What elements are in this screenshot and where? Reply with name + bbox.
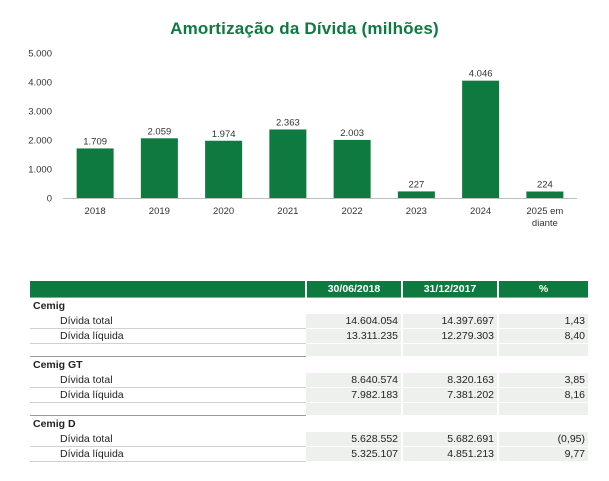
y-tick-label: 2.000 — [28, 136, 52, 147]
debt-table: 30/06/2018 31/12/2017 % Cemig Dívida tot… — [30, 281, 588, 462]
row-label: Dívida líquida — [30, 387, 306, 403]
percent-cell: 8,40 — [498, 328, 588, 344]
value-label: 2.363 — [276, 117, 300, 128]
percent-cell: 9,77 — [498, 446, 588, 462]
value-label: 1.974 — [212, 129, 236, 140]
value-cell: 12.279.303 — [402, 328, 499, 344]
percent-cell: (0,95) — [498, 431, 588, 447]
table-row: Dívida líquida 5.325.107 4.851.213 9,77 — [30, 446, 588, 462]
value-label: 4.046 — [469, 69, 493, 80]
value-cell: 8.640.574 — [306, 372, 403, 388]
x-tick-label: 2025 em — [526, 206, 563, 217]
header-percent: % — [498, 281, 588, 298]
row-label: Dívida total — [30, 313, 306, 329]
value-label: 1.709 — [83, 136, 107, 147]
value-cell: 13.311.235 — [306, 328, 403, 344]
percent-cell: 8,16 — [498, 387, 588, 403]
percent-cell: 1,43 — [498, 313, 588, 329]
y-tick-label: 0 — [47, 194, 52, 205]
table-header-row: 30/06/2018 31/12/2017 % — [30, 281, 588, 298]
table-row: Dívida total 5.628.552 5.682.691 (0,95) — [30, 431, 588, 447]
table-row: Dívida total 8.640.574 8.320.163 3,85 — [30, 372, 588, 388]
bar — [205, 140, 243, 198]
x-tick-label: 2018 — [85, 206, 106, 217]
section-row: Cemig D — [30, 415, 588, 432]
bar — [397, 191, 435, 198]
value-cell: 4.851.213 — [402, 446, 499, 462]
chart-title: Amortização da Dívida (milhões) — [170, 19, 439, 38]
percent-cell: 3,85 — [498, 372, 588, 388]
row-label: Dívida líquida — [30, 328, 306, 344]
x-tick-label: 2023 — [406, 206, 427, 217]
value-cell: 14.604.054 — [306, 313, 403, 329]
section-row: Cemig GT — [30, 356, 588, 373]
value-cell: 5.682.691 — [402, 431, 499, 447]
x-tick-label: 2019 — [149, 206, 170, 217]
value-label: 227 — [408, 179, 424, 190]
row-label: Dívida total — [30, 372, 306, 388]
section-row: Cemig — [30, 297, 588, 314]
bar — [333, 139, 371, 198]
x-tick-label: 2021 — [277, 206, 298, 217]
y-tick-label: 1.000 — [28, 165, 52, 176]
x-tick-label: 2024 — [470, 206, 491, 217]
section-name: Cemig D — [30, 415, 306, 432]
bar — [462, 80, 500, 198]
table-row: Dívida total 14.604.054 14.397.697 1,43 — [30, 313, 588, 329]
value-label: 224 — [537, 180, 553, 191]
row-label: Dívida líquida — [30, 446, 306, 462]
x-tick-label: diante — [532, 218, 558, 229]
section-name: Cemig — [30, 297, 306, 314]
value-cell: 5.325.107 — [306, 446, 403, 462]
table-row: Dívida líquida 7.982.183 7.381.202 8,16 — [30, 387, 588, 403]
bar — [526, 191, 564, 198]
value-cell: 5.628.552 — [306, 431, 403, 447]
spacer-row — [30, 343, 588, 357]
value-label: 2.059 — [147, 126, 171, 137]
value-cell: 7.982.183 — [306, 387, 403, 403]
x-tick-label: 2020 — [213, 206, 234, 217]
y-tick-label: 4.000 — [28, 78, 52, 89]
header-label — [30, 281, 307, 298]
section-name: Cemig GT — [30, 356, 306, 373]
bar — [76, 148, 114, 198]
header-date-2: 31/12/2017 — [402, 281, 499, 298]
x-tick-label: 2022 — [342, 206, 363, 217]
value-label: 2.003 — [340, 128, 364, 139]
value-cell: 14.397.697 — [402, 313, 499, 329]
value-cell: 7.381.202 — [402, 387, 499, 403]
row-label: Dívida total — [30, 431, 306, 447]
spacer-row — [30, 402, 588, 416]
value-cell: 8.320.163 — [402, 372, 499, 388]
bar — [140, 138, 178, 198]
amortization-bar-chart: 0 1.000 2.000 3.000 4.000 5.000 1.709 2018 2.059… — [28, 49, 577, 229]
bar — [269, 129, 307, 198]
y-tick-label: 5.000 — [28, 49, 52, 60]
y-tick-label: 3.000 — [28, 107, 52, 118]
table-row: Dívida líquida 13.311.235 12.279.303 8,4… — [30, 328, 588, 344]
header-date-1: 30/06/2018 — [306, 281, 403, 298]
